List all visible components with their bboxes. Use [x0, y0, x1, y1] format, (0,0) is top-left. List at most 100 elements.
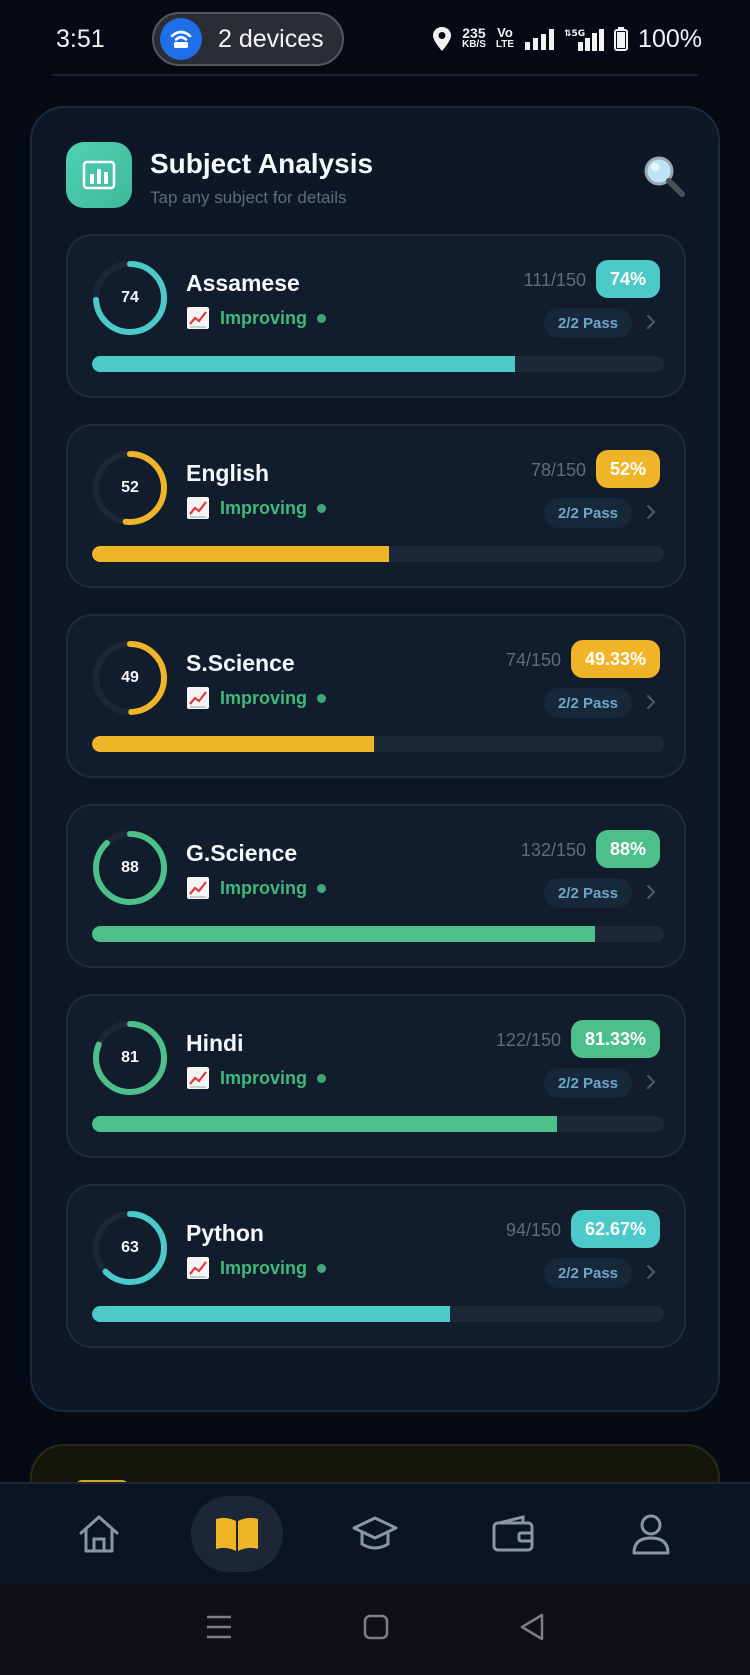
trend-dot [317, 693, 327, 703]
percent-badge: 49.33% [570, 640, 660, 678]
chevron-right-icon [647, 315, 656, 329]
ring-value: 88 [121, 859, 139, 876]
subject-card[interactable]: 88 G.Science Improving 88% 132/150 2/2 Pass [66, 804, 686, 968]
progress-ring-fill [93, 641, 167, 715]
progress-ring [93, 261, 167, 335]
location-icon [432, 27, 451, 51]
nav-study[interactable] [191, 1496, 283, 1572]
svg-text:⇅5G: ⇅5G [564, 29, 585, 39]
progress-bar [92, 736, 664, 752]
trend-label: Improving [220, 1067, 308, 1088]
nav-home[interactable] [53, 1496, 145, 1572]
score-value: 111/150 [523, 270, 586, 290]
subject-name: Python [186, 1220, 264, 1246]
subject-name: English [186, 460, 270, 486]
clock: 3:51 [56, 24, 105, 53]
trend-status: Improving [186, 306, 327, 330]
trend-status: Improving [186, 496, 327, 520]
progress-bar-fill [92, 1306, 451, 1322]
ring-value: 49 [121, 669, 139, 686]
trending-up-icon [187, 687, 209, 709]
subject-name: G.Science [186, 840, 298, 866]
signal-icon [525, 29, 555, 50]
trending-up-icon [187, 307, 209, 329]
trend-status: Improving [186, 686, 327, 710]
subject-name: Hindi [186, 1030, 244, 1056]
home-system-button[interactable] [363, 1614, 389, 1645]
percent-badge: 52% [595, 450, 660, 488]
back-icon [520, 1613, 544, 1641]
trending-up-icon [187, 1257, 209, 1279]
progress-bar-fill [92, 926, 596, 942]
page-subtitle: Tap any subject for details [150, 188, 347, 207]
percent-badge: 81.33% [570, 1020, 660, 1058]
chevron-right-icon [647, 1075, 656, 1089]
home-icon [79, 1515, 119, 1553]
search-button[interactable] [642, 154, 686, 198]
subject-card[interactable]: 63 Python Improving 62.67% 94/150 2/2 Pass [66, 1184, 686, 1348]
nav-profile[interactable] [605, 1496, 697, 1572]
nav-wallet[interactable] [467, 1496, 559, 1572]
ring-value: 52 [121, 479, 139, 496]
home-square-icon [363, 1614, 389, 1640]
progress-ring [93, 1211, 167, 1285]
pass-badge: 2/2 Pass [544, 878, 632, 908]
chevron-right-icon [647, 1265, 656, 1279]
pass-badge: 2/2 Pass [544, 308, 632, 338]
pass-badge: 2/2 Pass [544, 1068, 632, 1098]
ring-value: 74 [121, 289, 139, 306]
subject-card[interactable]: 52 English Improving 52% 78/150 2/2 Pass [66, 424, 686, 588]
volte-indicator: Vo LTE [495, 25, 515, 50]
subject-name: Assamese [186, 270, 300, 296]
progress-ring-fill [93, 1021, 167, 1095]
top-divider [52, 74, 698, 76]
profile-icon [632, 1514, 670, 1555]
subject-name: S.Science [186, 650, 295, 676]
graduation-cap-icon [352, 1516, 398, 1550]
trend-status: Improving [186, 1066, 327, 1090]
trend-label: Improving [220, 687, 308, 708]
trending-up-icon [187, 877, 209, 899]
score-value: 94/150 [505, 1220, 561, 1240]
progress-bar [92, 356, 664, 372]
nav-courses[interactable] [329, 1496, 421, 1572]
wallet-icon [492, 1515, 534, 1552]
back-button[interactable] [519, 1613, 545, 1646]
trend-label: Improving [220, 307, 308, 328]
trend-label: Improving [220, 1257, 308, 1278]
subject-card[interactable]: 49 S.Science Improving 49.33% 74/150 2/2 Pass [66, 614, 686, 778]
progress-ring-fill [93, 451, 167, 525]
subject-card[interactable]: 81 Hindi Improving 81.33% 122/150 2/2 Pass [66, 994, 686, 1158]
hotspot-icon [160, 18, 202, 60]
progress-bar [92, 546, 664, 562]
subject-card[interactable]: 74 Assamese Improving 74% 111/150 2/2 Pass [66, 234, 686, 398]
trend-label: Improving [220, 877, 308, 898]
5g-signal-icon: ⇅5G [564, 29, 605, 51]
progress-ring-fill [93, 831, 167, 905]
progress-bar-fill [92, 546, 390, 562]
score-value: 78/150 [530, 460, 586, 480]
subject-analysis-card: Subject Analysis Tap any subject for det… [30, 106, 720, 1412]
progress-bar-fill [92, 356, 516, 372]
trend-status: Improving [186, 1256, 327, 1280]
hotspot-pill[interactable]: 2 devices [152, 12, 344, 66]
book-icon [216, 1517, 258, 1551]
score-value: 74/150 [505, 650, 561, 670]
battery-icon [614, 27, 629, 51]
trending-up-icon [187, 497, 209, 519]
status-icons: 235 KB/S Vo LTE ⇅5G 100% [432, 25, 702, 54]
status-bar: 3:51 2 devices 235 KB/S Vo LTE [0, 0, 750, 78]
progress-bar [92, 1116, 664, 1132]
progress-ring [93, 641, 167, 715]
trending-up-icon [187, 1067, 209, 1089]
ring-value: 63 [121, 1239, 139, 1256]
percent-badge: 88% [595, 830, 660, 868]
trend-dot [317, 1073, 327, 1083]
menu-button[interactable] [205, 1614, 233, 1645]
percent-badge: 62.67% [570, 1210, 660, 1248]
ring-value: 81 [121, 1049, 139, 1066]
chevron-right-icon [647, 695, 656, 709]
trend-label: Improving [220, 497, 308, 518]
page-title: Subject Analysis [150, 148, 374, 179]
net-speed: 235 KB/S [461, 25, 486, 50]
